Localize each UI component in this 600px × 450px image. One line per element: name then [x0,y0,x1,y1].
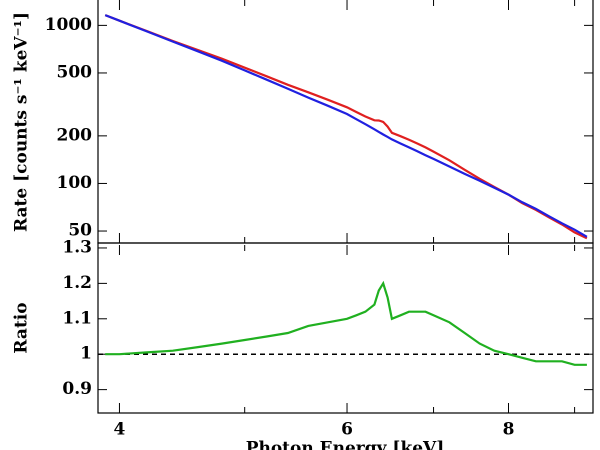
y-tick-label: 500 [57,62,93,82]
x-label: Photon Energy [keV] [246,439,445,450]
y-tick-label: 1000 [45,15,92,35]
x-tick-label: 6 [341,420,353,440]
y-label: Ratio [12,302,32,353]
top-frame [97,0,594,244]
y-tick-label: 1 [80,344,92,364]
y-tick-label: 50 [68,221,92,241]
data-line [104,14,588,238]
bottom-frame [97,242,594,414]
data-line [104,14,588,240]
y-tick-label: 0.9 [62,379,92,399]
y-tick-label: 1.2 [62,273,92,293]
y-tick-label: 1.1 [62,308,92,328]
y-tick-label: 100 [57,173,93,193]
x-tick-label: 4 [114,420,126,440]
data-line [105,280,587,366]
y-label: Rate [counts s⁻¹ keV⁻¹] [12,12,32,232]
y-tick-label: 200 [57,125,93,145]
y-tick-label: 1.3 [62,237,92,257]
x-tick-label: 8 [503,420,515,440]
